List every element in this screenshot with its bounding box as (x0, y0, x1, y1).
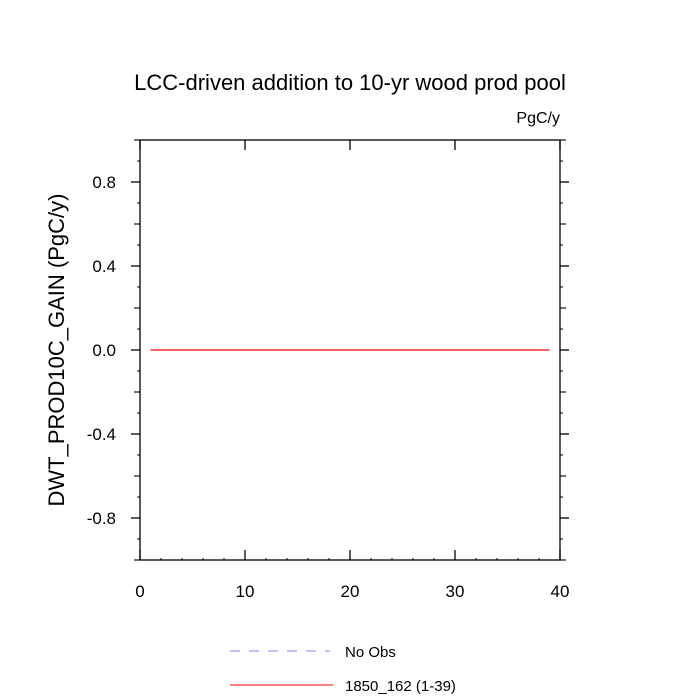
y-axis-label: DWT_PROD10C_GAIN (PgC/y) (44, 194, 69, 507)
legend-label: 1850_162 (1-39) (345, 678, 456, 695)
x-tick-label: 20 (341, 582, 360, 601)
legend: No Obs 1850_162 (1-39) (230, 644, 456, 695)
y-tick-label: 0.0 (92, 341, 116, 360)
legend-label: No Obs (345, 644, 396, 661)
y-tick-label: -0.4 (87, 425, 116, 444)
y-tick-label: 0.4 (92, 257, 116, 276)
units-label: PgC/y (516, 110, 560, 127)
x-tick-label: 0 (135, 582, 144, 601)
y-tick-label: -0.8 (87, 509, 116, 528)
y-tick-label: 0.8 (92, 173, 116, 192)
axis-ticks: 0 10 20 30 40 -0.8 -0.4 0.0 0.4 0.8 (87, 139, 570, 601)
x-tick-label: 30 (446, 582, 465, 601)
x-tick-label: 10 (236, 582, 255, 601)
chart-title: LCC-driven addition to 10-yr wood prod p… (134, 70, 566, 95)
x-tick-label: 40 (551, 582, 570, 601)
